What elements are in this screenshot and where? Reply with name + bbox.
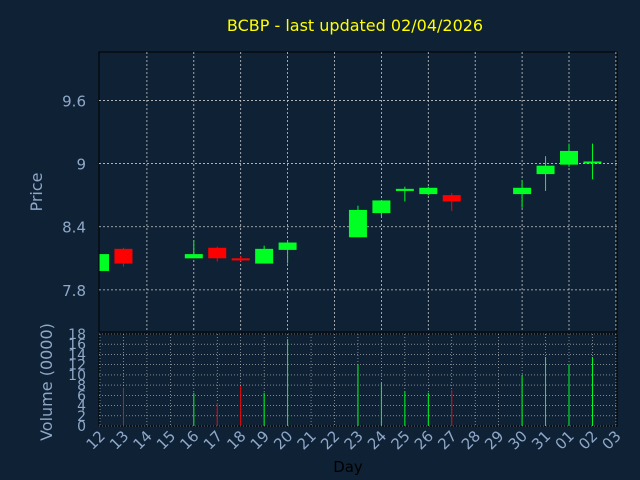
price-tick-label: 7.8: [62, 282, 86, 300]
candle-body: [536, 165, 555, 175]
volume-tick-label: 18: [68, 327, 86, 343]
candle-body: [100, 254, 109, 271]
volume-tick-label: 4: [77, 399, 86, 415]
candle-body: [348, 209, 367, 238]
volume-bars: [122, 339, 593, 426]
volume-tick-label: 8: [77, 378, 86, 394]
volume-tick-label: 16: [68, 337, 86, 353]
price-tick-label: 9.6: [62, 92, 86, 110]
candle-body: [513, 187, 532, 195]
price-panel: [98, 51, 618, 333]
x-ticks: 1213141516171819202122232425262728293031…: [83, 427, 625, 453]
candle-body: [560, 150, 578, 165]
chart-title: BCBP - last updated 02/04/2026: [227, 16, 483, 35]
price-tick-label: 8.4: [62, 219, 86, 237]
candle-body: [231, 258, 250, 261]
candles: [99, 143, 602, 271]
candle-body: [395, 188, 414, 191]
candle-body: [583, 161, 602, 164]
volume-tick-label: 10: [68, 368, 86, 384]
price-tick-label: 9: [76, 156, 86, 174]
volume-tick-label: 12: [68, 358, 86, 374]
candle-body: [278, 242, 297, 250]
candle-body: [442, 195, 461, 202]
volume-tick-label: 2: [77, 409, 86, 425]
candle-body: [255, 248, 274, 264]
volume-tick-label: 6: [77, 388, 86, 404]
candle-body: [184, 254, 203, 259]
volume-tick-label: 14: [68, 347, 86, 363]
price-axis-label: Price: [27, 172, 46, 211]
x-axis-label: Day: [333, 458, 363, 476]
volume-axis-label: Volume (0000): [37, 323, 56, 441]
candle-body: [419, 187, 438, 195]
candle-body: [208, 247, 227, 259]
candle-body: [114, 248, 133, 264]
candle-body: [372, 200, 391, 214]
volume-tick-label: 0: [77, 419, 86, 435]
price-y-ticks: 7.8 8.4 9 9.6: [62, 92, 86, 299]
